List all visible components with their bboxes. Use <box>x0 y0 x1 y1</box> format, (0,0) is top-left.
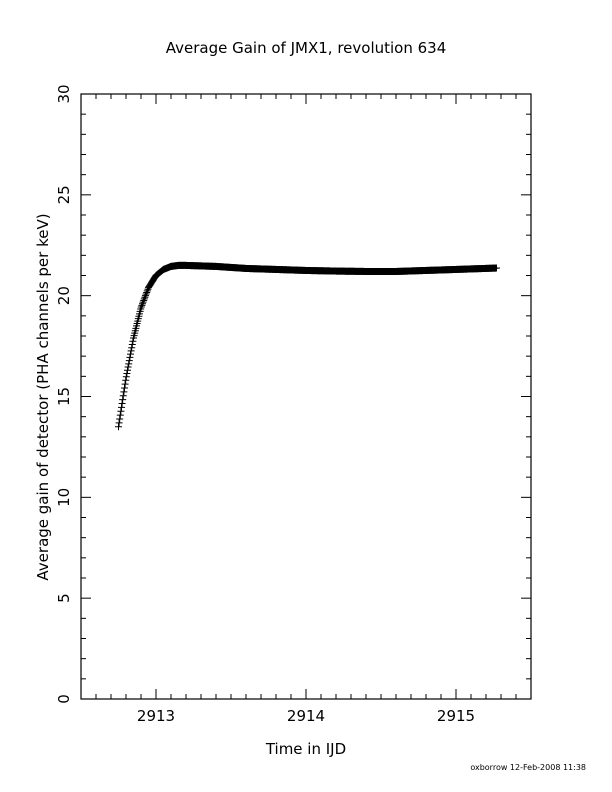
y-tick-label: 20 <box>55 286 73 305</box>
axis-ticks <box>80 93 532 700</box>
data-point <box>143 288 151 296</box>
y-tick-label: 10 <box>55 488 73 507</box>
data-point <box>119 396 127 404</box>
data-series <box>115 261 500 431</box>
data-point <box>128 340 136 348</box>
data-point <box>121 384 128 392</box>
footer-stamp: oxborrow 12-Feb-2008 11:38 <box>470 763 586 772</box>
data-point <box>143 287 151 295</box>
data-point <box>115 423 122 431</box>
plot-frame <box>80 93 532 700</box>
data-point <box>140 297 148 305</box>
y-tick-label: 25 <box>55 185 73 204</box>
data-point <box>121 380 129 388</box>
x-tick-label: 2915 <box>437 707 475 725</box>
data-point <box>125 357 133 365</box>
data-point <box>118 400 126 408</box>
chart-title: Average Gain of JMX1, revolution 634 <box>166 39 447 57</box>
data-point <box>117 407 125 415</box>
data-point <box>138 301 146 309</box>
data-point <box>124 366 131 374</box>
data-point <box>128 344 136 352</box>
data-point <box>118 403 125 411</box>
y-tick-label: 0 <box>55 694 73 704</box>
data-point <box>142 290 150 298</box>
data-point <box>116 411 124 419</box>
data-point <box>127 350 134 358</box>
x-tick-label: 2914 <box>287 707 325 725</box>
data-point <box>127 347 135 355</box>
data-point <box>141 293 149 301</box>
data-point <box>119 392 127 400</box>
x-tick-label: 2913 <box>137 707 175 725</box>
data-point <box>137 303 145 311</box>
data-point <box>493 264 500 272</box>
data-point <box>124 363 132 371</box>
data-point <box>120 388 128 396</box>
data-point <box>122 376 130 384</box>
data-point <box>139 300 146 308</box>
data-point <box>116 415 124 423</box>
y-tick-label: 30 <box>55 84 73 103</box>
data-point <box>115 419 123 427</box>
data-point <box>123 370 131 378</box>
tick-labels: 2913 2914 2915 0 5 10 15 20 25 30 <box>55 84 475 725</box>
data-point <box>122 373 130 381</box>
data-point <box>139 298 147 306</box>
data-point <box>126 353 134 361</box>
y-tick-label: 15 <box>55 387 73 406</box>
data-point <box>142 292 149 300</box>
data-point <box>125 360 133 368</box>
data-point <box>129 337 137 345</box>
data-point <box>140 295 148 303</box>
y-axis-label: Average gain of detector (PHA channels p… <box>34 213 52 580</box>
y-tick-label: 5 <box>55 593 73 603</box>
x-axis-label: Time in IJD <box>265 740 346 758</box>
